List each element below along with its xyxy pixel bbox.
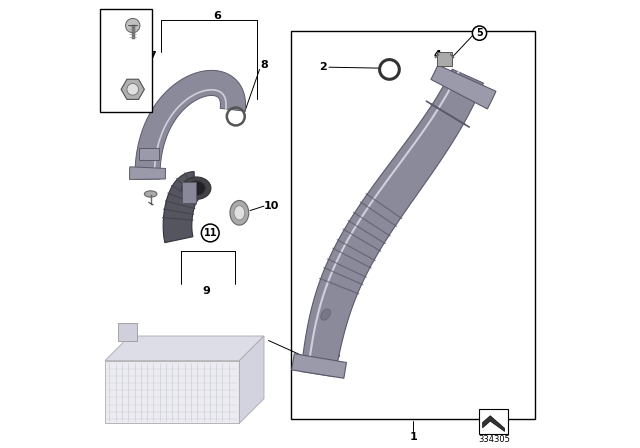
- Text: 11: 11: [99, 77, 113, 86]
- Ellipse shape: [234, 206, 244, 220]
- FancyBboxPatch shape: [291, 31, 535, 419]
- Text: 6: 6: [213, 11, 221, 21]
- Text: 5: 5: [102, 26, 109, 37]
- Text: 11: 11: [99, 78, 113, 88]
- Text: 5: 5: [476, 28, 483, 38]
- Polygon shape: [292, 353, 346, 378]
- Text: 10: 10: [264, 201, 279, 211]
- Polygon shape: [483, 416, 504, 431]
- Polygon shape: [105, 361, 239, 423]
- FancyBboxPatch shape: [100, 9, 152, 112]
- Text: 1: 1: [410, 432, 417, 442]
- FancyBboxPatch shape: [479, 409, 508, 434]
- Ellipse shape: [321, 309, 330, 320]
- Text: 4: 4: [433, 50, 442, 60]
- Polygon shape: [239, 336, 264, 423]
- FancyBboxPatch shape: [118, 323, 137, 341]
- Text: 8: 8: [260, 60, 268, 70]
- Text: 9: 9: [202, 286, 210, 296]
- Ellipse shape: [182, 177, 211, 199]
- Polygon shape: [135, 70, 246, 179]
- Polygon shape: [431, 65, 496, 109]
- FancyBboxPatch shape: [182, 182, 196, 203]
- Circle shape: [125, 18, 140, 33]
- Polygon shape: [301, 69, 483, 377]
- Text: 3: 3: [333, 350, 340, 360]
- Polygon shape: [121, 79, 145, 99]
- Text: 11: 11: [204, 228, 217, 238]
- FancyBboxPatch shape: [140, 148, 159, 160]
- Text: 7: 7: [148, 51, 156, 61]
- Ellipse shape: [188, 181, 205, 195]
- Polygon shape: [163, 172, 198, 243]
- Text: 334305: 334305: [478, 435, 510, 444]
- Text: 5: 5: [102, 21, 109, 31]
- FancyBboxPatch shape: [437, 52, 452, 66]
- Polygon shape: [105, 336, 264, 361]
- Circle shape: [127, 83, 138, 95]
- Ellipse shape: [230, 200, 249, 225]
- Ellipse shape: [145, 191, 157, 197]
- Polygon shape: [129, 167, 166, 180]
- Text: 2: 2: [319, 62, 326, 72]
